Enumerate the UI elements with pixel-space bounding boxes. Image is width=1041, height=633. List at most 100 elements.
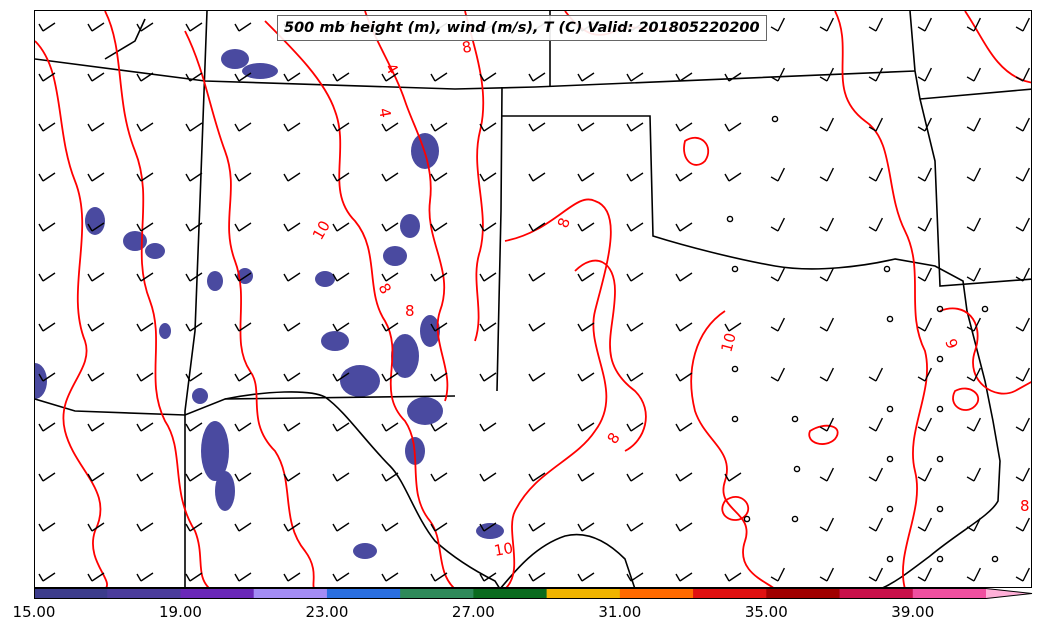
wind-barb [1015,317,1031,332]
wind-barb [724,122,742,132]
wind-barb [770,167,786,182]
wind-barb [38,72,56,82]
shaded-region [145,243,165,259]
wind-barb [87,122,105,132]
wind-barb [381,272,399,282]
wind-barb [966,267,982,282]
wind-barb [430,322,448,332]
wind-barb [430,272,448,282]
wind-barb [528,372,546,382]
border-line [919,88,1031,100]
colorbar-segment [473,588,548,599]
contour-label: 4 [382,60,402,77]
colorbar-tick-label: 19.00 [158,603,202,621]
contour-line [264,20,455,587]
wind-barb [185,322,203,332]
wind-barb [868,367,884,382]
wind-barb [136,272,154,282]
wind-barb [1015,367,1031,382]
wind-barb [283,172,301,182]
wind-barb [966,167,982,182]
wind-barb [283,422,301,432]
wind-barb [917,117,933,132]
wind-barb [577,72,595,82]
wind-barb [381,522,399,532]
wind-barb [136,122,154,132]
wind-barb [1015,17,1031,32]
wind-barb [234,522,252,532]
wind-barb [430,122,448,132]
wind-barb [430,372,448,382]
wind-barb [819,67,835,82]
wind-barb [332,572,350,582]
wind-barb [819,567,835,582]
wind-barb [1015,217,1031,232]
calm-wind-marker [936,355,944,363]
wind-barb [675,272,693,282]
wind-barb [185,222,203,232]
state-borders [35,11,1031,587]
wind-barb [626,72,644,82]
wind-barb [626,222,644,232]
wind-barb [38,522,56,532]
wind-barb [917,17,933,32]
wind-barb [430,172,448,182]
colorbar-tick-label: 27.00 [451,603,495,621]
map-canvas: 8 4 4 10 8 8 8 10 9 8 10 8 [35,11,1031,587]
wind-barb [577,272,595,282]
wind-barb [283,122,301,132]
contour-label: 10 [493,539,515,560]
wind-barb [868,67,884,82]
shaded-region [201,421,229,481]
contour-label: 8 [405,302,415,320]
wind-barb [479,272,497,282]
wind-barb [38,422,56,432]
border-line [500,533,636,587]
wind-barb [1015,467,1031,482]
wind-barb [966,117,982,132]
wind-barb [479,422,497,432]
shaded-region [85,207,105,235]
wind-barb [87,322,105,332]
wind-barb [381,122,399,132]
contour-line [690,310,774,587]
temperature-shading [35,49,504,559]
wind-barb [234,22,252,32]
wind-barb [868,17,884,32]
wind-barb [577,172,595,182]
contour-line [574,259,647,452]
colorbar-segment [766,588,841,599]
wind-barb [626,122,644,132]
wind-barb [332,222,350,232]
contour-line [104,11,210,587]
calm-wind-marker [981,305,989,313]
wind-barb [332,472,350,482]
wind-barb [819,117,835,132]
wind-barb [332,122,350,132]
wind-barb [917,517,933,532]
wind-barb [283,522,301,532]
wind-barb [381,372,399,382]
wind-barb [626,422,644,432]
wind-barb [770,67,786,82]
border-line [882,310,1001,587]
shaded-region [159,323,171,339]
wind-barb [136,22,154,32]
wind-barb [479,122,497,132]
wind-barb [87,372,105,382]
wind-barb [38,122,56,132]
wind-barb [819,317,835,332]
shaded-region [221,49,249,69]
calm-wind-marker [886,455,894,463]
shaded-region [315,271,335,287]
contour-label: 10 [309,217,334,243]
wind-barb [87,472,105,482]
contour-label: 8 [461,38,474,57]
wind-barb [381,72,399,82]
contour-line [464,11,485,342]
wind-barb [38,572,56,582]
wind-barb [136,422,154,432]
shaded-region [420,315,440,347]
wind-barb [234,322,252,332]
wind-barb [136,472,154,482]
